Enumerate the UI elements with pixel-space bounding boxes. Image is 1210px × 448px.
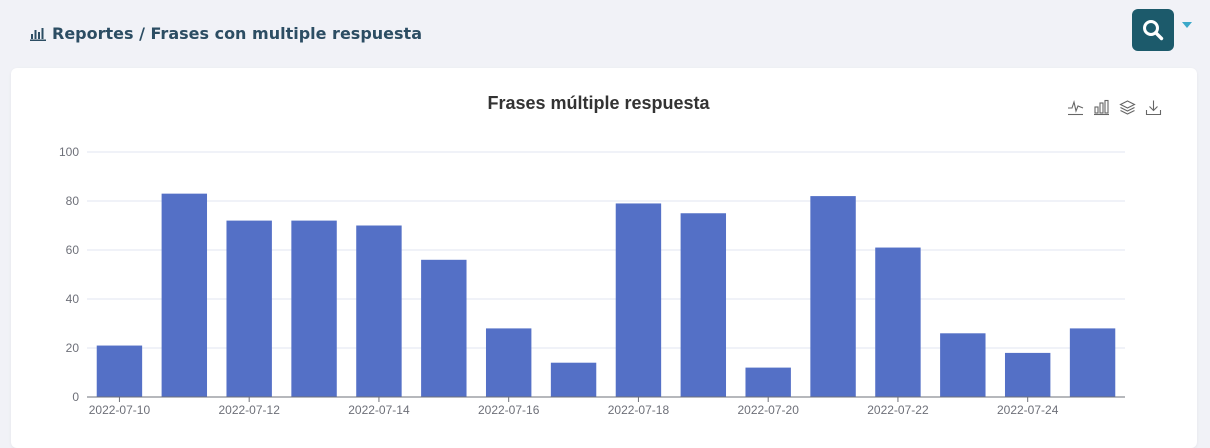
line-chart-icon[interactable] xyxy=(1067,99,1084,116)
y-tick-label: 20 xyxy=(66,341,80,355)
bar-chart-toggle-icon[interactable] xyxy=(1093,99,1110,116)
bar[interactable] xyxy=(96,345,143,397)
x-tick-label: 2022-07-18 xyxy=(608,403,670,417)
x-tick-label: 2022-07-24 xyxy=(997,403,1059,417)
download-icon[interactable] xyxy=(1145,99,1162,116)
bar[interactable] xyxy=(940,333,986,397)
breadcrumb: Reportes / Frases con multiple respuesta xyxy=(30,24,422,43)
x-tick-label: 2022-07-14 xyxy=(348,403,410,417)
x-tick-label: 2022-07-10 xyxy=(89,403,151,417)
y-tick-label: 100 xyxy=(59,145,79,159)
bar[interactable] xyxy=(810,196,856,397)
bar[interactable] xyxy=(226,220,272,397)
bar[interactable] xyxy=(356,225,402,398)
top-bar: Reportes / Frases con multiple respuesta xyxy=(0,0,1210,68)
y-tick-label: 60 xyxy=(66,243,80,257)
bar-chart-icon xyxy=(30,27,46,41)
chart-card xyxy=(11,68,1197,448)
bar[interactable] xyxy=(291,220,337,397)
chart-toolbox xyxy=(1067,99,1162,116)
bar[interactable] xyxy=(485,328,532,397)
chart-title: Frases múltiple respuesta xyxy=(487,93,710,113)
x-tick-label: 2022-07-22 xyxy=(867,403,929,417)
dropdown-caret-icon[interactable] xyxy=(1182,22,1192,28)
bar[interactable] xyxy=(1069,328,1116,397)
search-button[interactable] xyxy=(1132,9,1174,51)
y-tick-label: 40 xyxy=(66,292,80,306)
bar[interactable] xyxy=(550,362,597,397)
bar[interactable] xyxy=(745,367,791,397)
bar[interactable] xyxy=(161,193,208,397)
bar[interactable] xyxy=(615,203,662,397)
y-tick-label: 80 xyxy=(66,194,80,208)
bar[interactable] xyxy=(875,247,921,397)
bar[interactable] xyxy=(421,259,467,397)
y-tick-label: 0 xyxy=(72,390,79,404)
bar[interactable] xyxy=(680,213,727,397)
search-icon xyxy=(1143,20,1164,41)
x-tick-label: 2022-07-20 xyxy=(737,403,799,417)
stack-icon[interactable] xyxy=(1119,99,1136,116)
bar[interactable] xyxy=(1004,352,1051,397)
x-tick-label: 2022-07-16 xyxy=(478,403,540,417)
x-tick-label: 2022-07-12 xyxy=(218,403,280,417)
breadcrumb-text[interactable]: Reportes / Frases con multiple respuesta xyxy=(52,24,422,43)
